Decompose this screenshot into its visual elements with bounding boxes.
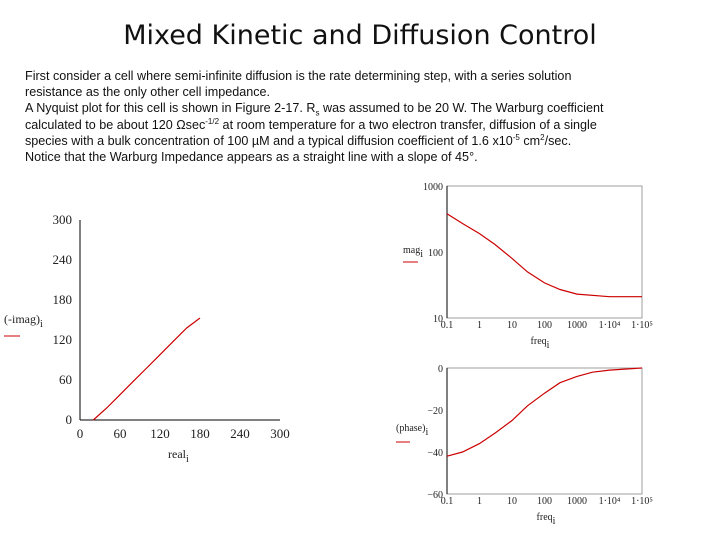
nyquist-x-tick-label: 180 xyxy=(190,426,210,441)
magnitude-x-tick-label: 10 xyxy=(507,320,517,331)
magnitude-y-tick-label: 10 xyxy=(433,314,443,325)
magnitude-series-line xyxy=(446,213,642,298)
magnitude-y-tick-label: 1000 xyxy=(423,182,443,193)
paragraph-line-4b: at room temperature for a two electron t… xyxy=(219,117,597,132)
nyquist-x-tick-label: 120 xyxy=(150,426,170,441)
nyquist-x-tick-label: 0 xyxy=(77,426,84,441)
phase-plot-frame xyxy=(446,367,643,495)
paragraph-line-6: Notice that the Warburg Impedance appear… xyxy=(25,150,478,165)
phase-series-line xyxy=(446,367,643,457)
nyquist-x-tick-label: 300 xyxy=(270,426,290,441)
phase-x-tick-label: 0.1 xyxy=(441,496,454,507)
phase-x-tick-label: 1·10⁵ xyxy=(631,496,653,507)
phase-y-axis-label: (phase)i xyxy=(396,423,428,438)
nyquist-x-tick-label: 240 xyxy=(230,426,250,441)
nyquist-y-tick-label: 120 xyxy=(53,332,73,347)
magnitude-x-tick-label: 1000 xyxy=(567,320,587,331)
phase-y-tick-label: −40 xyxy=(427,448,443,459)
nyquist-x-axis-label: reali xyxy=(168,447,189,465)
paragraph-line-4a: calculated to be about 120 Ωsec xyxy=(25,117,206,132)
magnitude-x-tick-label: 1 xyxy=(477,320,482,331)
paragraph-line-1: First consider a cell where semi-infinit… xyxy=(25,69,572,83)
cm-exponent: 2 xyxy=(540,132,545,142)
magnitude-x-tick-label: 0.1 xyxy=(441,320,454,331)
nyquist-series-line xyxy=(92,317,201,421)
phase-x-tick-label: 1000 xyxy=(567,496,587,507)
paragraph-line-3a: A Nyquist plot for this cell is shown in… xyxy=(25,101,316,116)
paragraph-line-2: resistance as the only other cell impeda… xyxy=(25,85,271,100)
paragraph-line-5a: species with a bulk concentration of 100… xyxy=(25,133,513,148)
phase-x-tick-label: 1·10⁴ xyxy=(599,496,621,507)
body-paragraph: First consider a cell where semi-infinit… xyxy=(25,68,695,165)
rs-subscript: s xyxy=(315,108,320,118)
phase-y-tick-label: 0 xyxy=(438,364,443,375)
phase-x-tick-label: 100 xyxy=(537,496,552,507)
nyquist-y-tick-label: 0 xyxy=(66,412,73,427)
magnitude-x-tick-label: 1·10⁵ xyxy=(631,320,653,331)
paragraph-line-3b: was assumed to be 20 W. The Warburg coef… xyxy=(319,101,604,116)
nyquist-y-tick-label: 300 xyxy=(53,212,73,227)
nyquist-y-axis-label: (-imag)i xyxy=(4,312,43,330)
phase-x-axis-label: freqi xyxy=(537,512,556,527)
phase-y-tick-label: −60 xyxy=(427,490,443,501)
paragraph-line-5b: cm xyxy=(519,133,541,148)
magnitude-y-axis-label: magi xyxy=(403,245,423,260)
magnitude-plot-frame xyxy=(446,185,643,319)
page-title: Mixed Kinetic and Diffusion Control xyxy=(123,20,597,51)
diffusion-exponent: -5 xyxy=(512,132,520,142)
magnitude-x-tick-label: 100 xyxy=(537,320,552,331)
phase-x-tick-label: 10 xyxy=(507,496,517,507)
magnitude-y-tick-label: 100 xyxy=(428,248,443,259)
nyquist-y-tick-label: 240 xyxy=(53,252,73,267)
paragraph-line-5c: /sec. xyxy=(544,133,572,148)
nyquist-x-tick-label: 60 xyxy=(114,426,127,441)
phase-x-tick-label: 1 xyxy=(477,496,482,507)
nyquist-y-tick-label: 180 xyxy=(53,292,73,307)
phase-y-tick-label: −20 xyxy=(427,406,443,417)
sec-exponent: -1/2 xyxy=(205,116,220,126)
magnitude-x-tick-label: 1·10⁴ xyxy=(599,320,621,331)
nyquist-y-tick-label: 60 xyxy=(59,372,72,387)
magnitude-x-axis-label: freqi xyxy=(531,336,550,351)
